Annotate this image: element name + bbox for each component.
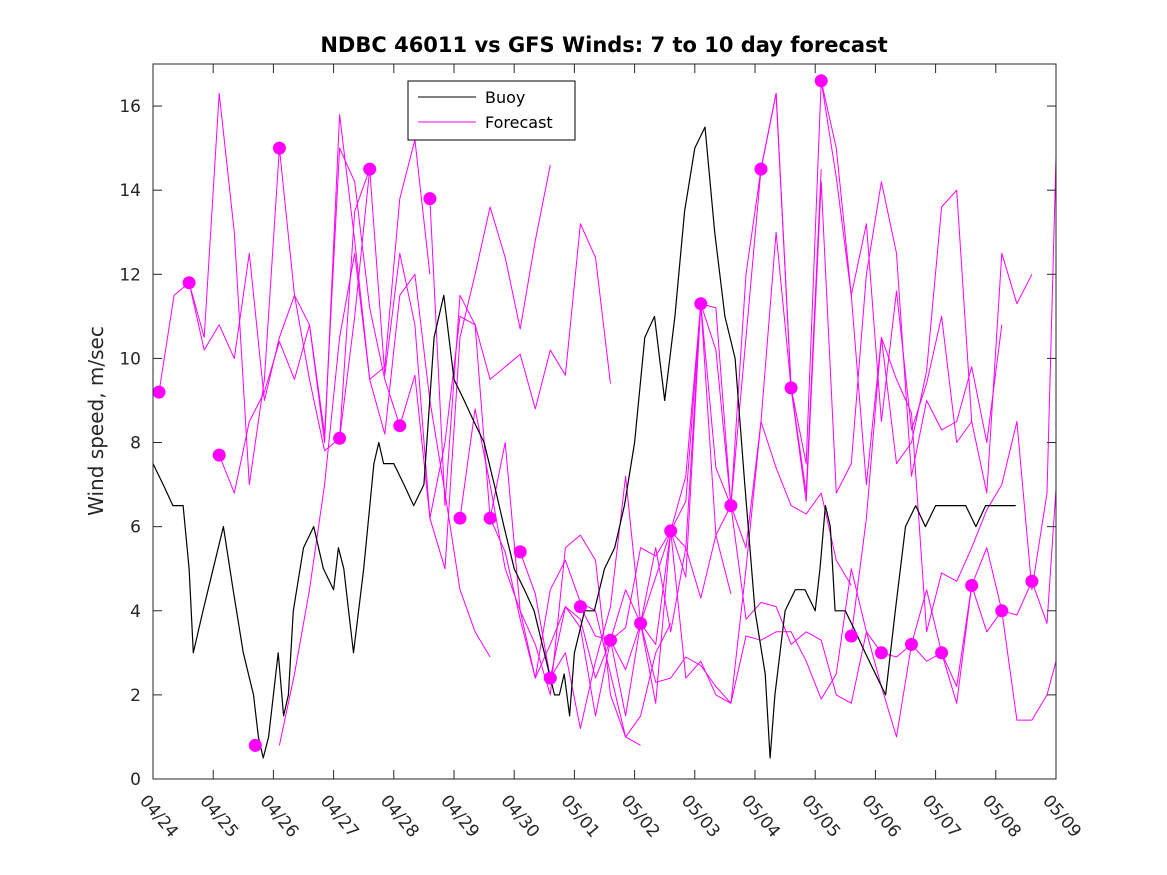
forecast-marker: [995, 604, 1009, 618]
forecast-traces: [158, 80, 1057, 746]
forecast-marker: [423, 192, 437, 206]
forecast-marker: [333, 431, 347, 445]
y-axis-label: Wind speed, m/sec: [84, 326, 108, 516]
y-tick-label: 6: [130, 518, 141, 538]
forecast-marker: [1025, 574, 1039, 588]
y-tick-label: 14: [119, 181, 141, 201]
forecast-trace-5: [339, 164, 551, 570]
forecast-marker: [754, 162, 768, 176]
forecast-marker: [513, 545, 527, 559]
forecast-marker: [182, 276, 196, 290]
forecast-marker: [543, 671, 557, 685]
forecast-marker: [905, 637, 918, 651]
forecast-marker: [965, 579, 979, 592]
forecast-trace-19: [820, 80, 1033, 494]
forecast-marker: [272, 141, 286, 155]
buoy-series: [152, 126, 1016, 759]
forecast-trace-8: [459, 408, 672, 738]
forecast-marker: [814, 74, 828, 88]
forecast-trace-12: [579, 92, 792, 671]
y-tick-label: 0: [130, 770, 141, 790]
y-tick-label: 16: [119, 97, 141, 117]
forecast-trace-16: [700, 303, 912, 738]
y-tick-label: 2: [130, 686, 141, 706]
forecast-marker: [573, 600, 587, 614]
forecast-trace-6: [399, 223, 611, 519]
forecast-trace-13: [610, 169, 822, 645]
buoy-line: [152, 126, 1016, 759]
forecast-marker: [634, 616, 648, 630]
forecast-trace-7: [429, 198, 641, 746]
y-tick-label: 8: [130, 434, 141, 454]
axes-frame: [152, 63, 1057, 780]
forecast-marker: [363, 162, 377, 176]
forecast-marker: [874, 646, 888, 660]
forecast-trace-2: [188, 147, 401, 435]
forecast-marker: [248, 738, 262, 752]
forecast-marker: [453, 511, 467, 525]
forecast-trace-17: [760, 80, 973, 465]
forecast-trace-1: [158, 92, 371, 486]
y-tick-label: 12: [119, 265, 141, 285]
forecast-marker: [724, 499, 738, 513]
forecast-marker: [784, 381, 798, 395]
forecast-marker: [393, 419, 407, 433]
forecast-trace-14: [640, 421, 852, 704]
y-tick-label: 4: [130, 602, 141, 622]
forecast-trace-15: [670, 530, 882, 704]
forecast-trace-18: [790, 181, 1003, 502]
forecast-trace-9: [489, 303, 702, 717]
axes-background: [153, 64, 1056, 779]
forecast-marker: [694, 297, 708, 311]
forecast-marker: [483, 511, 497, 525]
chart-title: NDBC 46011 vs GFS Winds: 7 to 10 day for…: [320, 33, 887, 57]
forecast-markers: [152, 74, 1039, 752]
forecast-trace-10: [519, 475, 732, 729]
forecast-trace-3: [218, 114, 431, 494]
forecast-marker: [935, 646, 949, 660]
legend-forecast-label: Forecast: [485, 113, 553, 132]
forecast-trace-20: [850, 156, 1057, 637]
forecast-marker: [844, 629, 858, 643]
legend-buoy-label: Buoy: [485, 88, 525, 107]
legend: Buoy Forecast: [407, 80, 576, 141]
plot-area: [153, 64, 1056, 779]
forecast-marker: [664, 524, 678, 538]
forecast-trace-4: [278, 252, 491, 746]
forecast-marker: [604, 633, 617, 647]
forecast-marker: [212, 448, 226, 462]
forecast-trace-11: [549, 169, 762, 717]
forecast-marker: [152, 385, 166, 399]
y-tick-label: 10: [119, 349, 141, 369]
legend-box: [407, 80, 576, 141]
